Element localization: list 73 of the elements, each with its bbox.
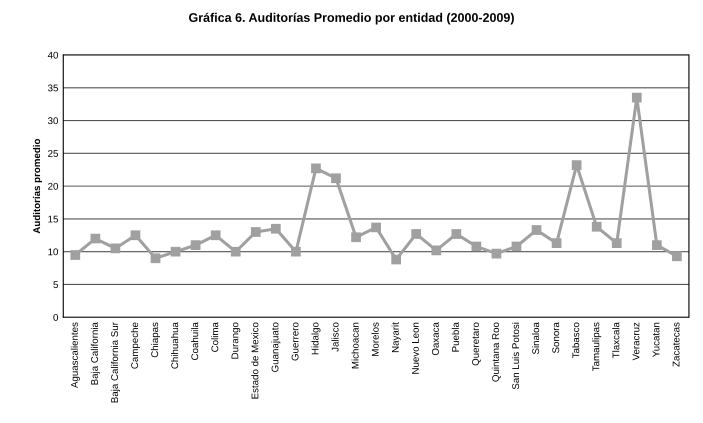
x-tick-label: Tamaulipas [592,322,602,372]
point [411,229,422,239]
point [672,251,682,262]
x-tick-label: Tabasco [572,322,580,358]
x-tick-label: Zacatecas [672,322,680,367]
point [190,240,200,250]
point [512,242,522,252]
y-tick-label: 35 [48,84,58,92]
x-tick-label: Coahuila [191,322,198,360]
point [532,225,542,235]
x-tick-label: Chiapas [150,322,160,358]
point [130,230,140,240]
point [391,254,402,264]
y-tick-label: 10 [48,248,58,256]
point [652,240,662,250]
point [612,238,622,248]
x-tick-label: Tlaxcala [612,322,620,358]
point [552,238,562,248]
point [632,92,642,102]
point [230,246,241,257]
x-tick-label: Oaxaca [432,322,439,356]
point [431,246,442,256]
x-tick-label: Queretaro [472,322,481,366]
y-tick-label: 25 [48,150,58,157]
x-tick-label: Jalisco [331,322,339,352]
point [291,246,301,257]
y-tick-label: 30 [48,117,58,124]
x-tick-label: Quintana Roo [492,322,501,382]
point [270,224,281,234]
point [472,242,482,252]
point [331,173,341,184]
x-tick-label: Guanajuato [271,322,280,372]
point [70,250,80,260]
point [371,222,381,232]
x-tick-label: Veracruz [632,322,640,360]
x-tick-label: Colima [211,322,218,352]
y-tick-label: 40 [48,52,58,59]
chart-title: Gráfica 6. Auditorías Promedio por entidad (2000-2009) [189,12,514,24]
point [90,234,100,244]
point [311,164,321,174]
point [451,229,462,239]
point [250,227,261,237]
x-tick-label: Puebla [452,322,459,352]
point [170,246,180,257]
x-tick-label: Nuevo Leon [412,322,419,374]
point [210,230,221,240]
x-tick-label: Campeche [130,322,140,369]
y-tick-label: 5 [53,281,58,288]
x-tick-label: Yucatan [652,322,660,358]
point [592,222,602,232]
y-tick-label: 0 [53,314,58,321]
x-tick-label: Hidalgo [311,322,320,354]
x-tick-label: Guerrero [292,322,298,361]
y-axis-title: Auditorías promedio [32,138,42,234]
x-tick-label: Sonora [552,322,560,354]
x-tick-label: Michoacan [352,322,359,368]
point [572,160,582,170]
y-tick-label: 15 [48,216,58,223]
point [110,244,120,254]
point [351,232,361,242]
x-tick-label: Nayarit [392,322,401,352]
y-tick-label: 20 [48,182,58,190]
point [492,248,502,259]
x-tick-label: Chihuahua [171,322,178,369]
x-tick-label: Morelos [372,322,379,356]
point [150,253,160,264]
x-tick-label: Aguascalientes [70,322,80,388]
x-tick-label: Estado de Mexico [251,322,258,399]
x-tick-label: Durango [232,322,240,359]
x-tick-label: Baja California Sur [110,322,120,402]
x-tick-label: Baja California [90,322,100,385]
x-tick-label: San Luis Potosi [512,322,520,390]
x-tick-label: Sinaloa [532,322,540,354]
